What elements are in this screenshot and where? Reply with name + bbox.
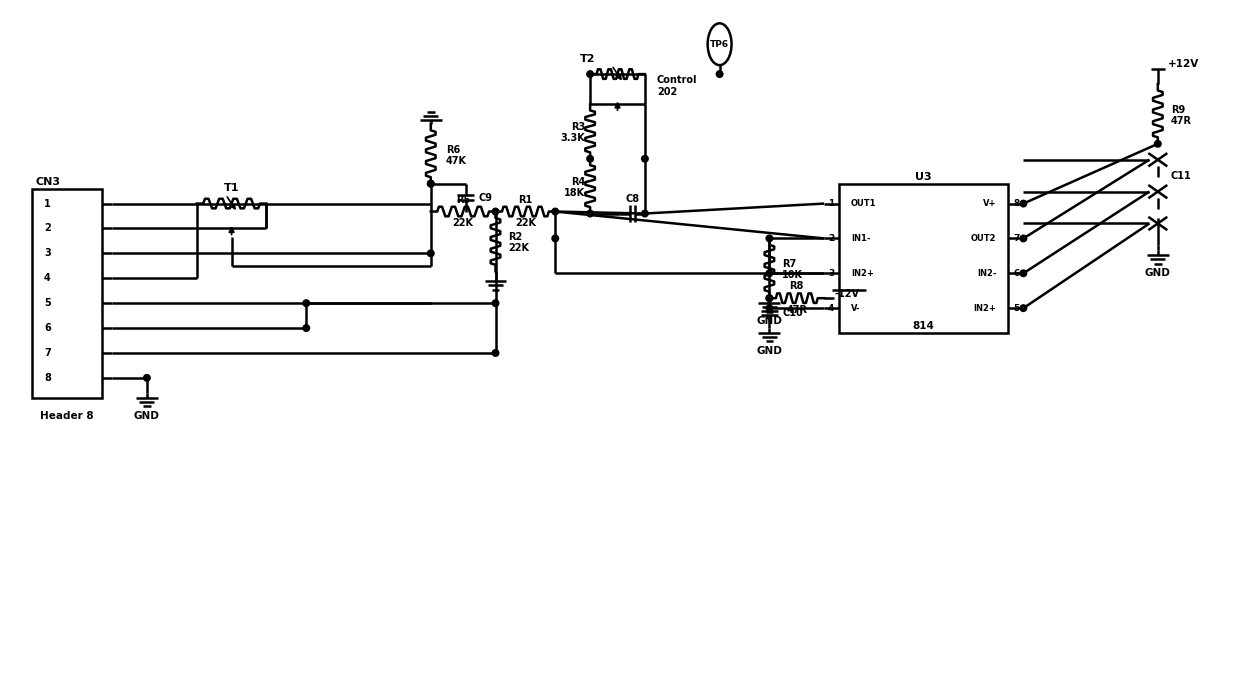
Text: R2: R2 (508, 233, 523, 242)
Text: R1: R1 (518, 195, 532, 204)
Text: 202: 202 (657, 87, 677, 97)
Text: 2: 2 (43, 224, 51, 233)
Circle shape (1154, 140, 1161, 147)
Bar (32, 189, 102, 398)
Text: 2: 2 (828, 234, 835, 243)
Text: GND: GND (1145, 268, 1171, 278)
Text: 7: 7 (43, 348, 51, 358)
Text: IN1-: IN1- (851, 234, 870, 243)
Text: 22K: 22K (515, 219, 536, 228)
Text: 5: 5 (1013, 303, 1019, 312)
Text: R7: R7 (782, 259, 796, 269)
Ellipse shape (708, 23, 732, 65)
Text: 3.3K: 3.3K (560, 133, 585, 143)
Text: R5: R5 (456, 195, 470, 204)
Text: 5: 5 (43, 298, 51, 308)
Text: 22K: 22K (453, 219, 474, 228)
Text: 1: 1 (828, 199, 835, 208)
Circle shape (428, 180, 434, 187)
Circle shape (717, 71, 723, 77)
Text: Control: Control (657, 75, 697, 85)
Text: U3: U3 (915, 172, 932, 182)
Text: TP6: TP6 (711, 40, 729, 49)
Circle shape (552, 208, 558, 215)
Text: C11: C11 (1171, 171, 1192, 181)
Text: 22K: 22K (508, 244, 529, 253)
Text: IN2+: IN2+ (851, 269, 874, 278)
Circle shape (303, 300, 310, 306)
Circle shape (428, 250, 434, 257)
Text: 6: 6 (1013, 269, 1019, 278)
Circle shape (1021, 235, 1027, 241)
Text: 10K: 10K (782, 270, 804, 280)
Text: GND: GND (756, 316, 782, 326)
Text: 6: 6 (43, 323, 51, 333)
Text: GND: GND (134, 411, 160, 420)
Text: 47R: 47R (786, 305, 807, 315)
Circle shape (766, 235, 773, 241)
Text: C8: C8 (625, 193, 640, 204)
Circle shape (766, 295, 773, 301)
Text: R8: R8 (790, 281, 804, 291)
Circle shape (303, 325, 310, 332)
Text: -12V: -12V (835, 289, 859, 299)
Text: IN2+: IN2+ (973, 303, 997, 312)
Text: CN3: CN3 (36, 177, 61, 186)
Text: V+: V+ (983, 199, 997, 208)
Text: 4: 4 (43, 273, 51, 283)
Text: +12V: +12V (1168, 59, 1199, 69)
Circle shape (428, 180, 434, 187)
Text: R6: R6 (445, 144, 460, 155)
Text: R9: R9 (1171, 105, 1185, 115)
Circle shape (492, 208, 498, 215)
Text: 3: 3 (43, 248, 51, 259)
Text: R4: R4 (570, 177, 585, 187)
Circle shape (492, 300, 498, 306)
Circle shape (587, 211, 594, 217)
Text: IN2-: IN2- (977, 269, 997, 278)
Text: 4: 4 (828, 303, 835, 312)
Text: 7: 7 (1013, 234, 1019, 243)
Text: C9: C9 (479, 193, 492, 202)
Text: 47R: 47R (1171, 116, 1192, 126)
Text: OUT1: OUT1 (851, 199, 877, 208)
Circle shape (587, 155, 594, 162)
Bar (839, 184, 1008, 333)
Circle shape (1021, 305, 1027, 312)
Text: 47K: 47K (445, 155, 466, 166)
Circle shape (1021, 270, 1027, 277)
Circle shape (641, 155, 649, 162)
Text: 3: 3 (828, 269, 835, 278)
Text: R3: R3 (570, 122, 585, 132)
Text: C10: C10 (782, 308, 804, 318)
Circle shape (766, 270, 773, 277)
Text: T1: T1 (224, 182, 239, 193)
Text: 8: 8 (1013, 199, 1019, 208)
Text: 8: 8 (43, 373, 51, 383)
Text: Header 8: Header 8 (41, 411, 94, 420)
Text: 814: 814 (913, 321, 935, 331)
Circle shape (1021, 200, 1027, 207)
Circle shape (492, 350, 498, 356)
Circle shape (641, 211, 649, 217)
Circle shape (766, 305, 773, 312)
Circle shape (766, 295, 773, 301)
Circle shape (587, 71, 594, 77)
Circle shape (144, 374, 150, 381)
Text: V-: V- (851, 303, 861, 312)
Circle shape (552, 235, 558, 241)
Text: OUT2: OUT2 (971, 234, 997, 243)
Text: 1: 1 (43, 199, 51, 208)
Text: T2: T2 (580, 54, 595, 64)
Text: 18K: 18K (564, 188, 585, 198)
Text: GND: GND (756, 346, 782, 356)
